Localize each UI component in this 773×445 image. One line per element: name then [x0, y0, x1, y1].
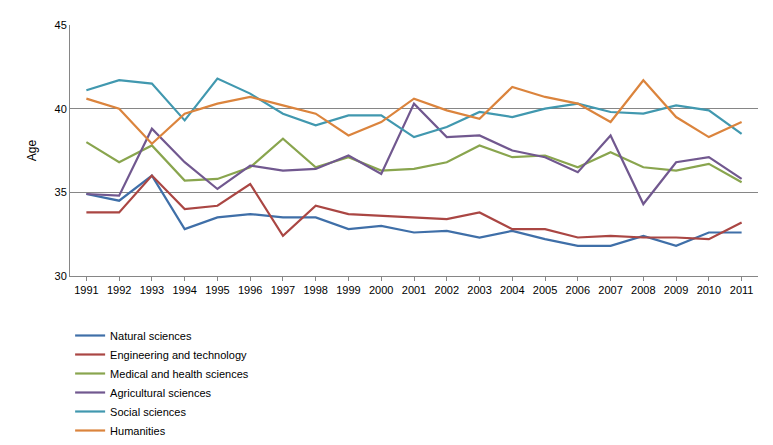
svg-text:1992: 1992 — [107, 284, 131, 296]
svg-text:Social sciences: Social sciences — [110, 406, 186, 418]
svg-text:2011: 2011 — [730, 284, 754, 296]
svg-text:2005: 2005 — [533, 284, 557, 296]
svg-text:2004: 2004 — [500, 284, 524, 296]
svg-text:2003: 2003 — [467, 284, 491, 296]
svg-text:30: 30 — [55, 270, 67, 282]
svg-text:2008: 2008 — [631, 284, 655, 296]
svg-text:40: 40 — [55, 103, 67, 115]
svg-text:2010: 2010 — [697, 284, 721, 296]
svg-text:2006: 2006 — [566, 284, 590, 296]
svg-text:1994: 1994 — [172, 284, 196, 296]
svg-text:1993: 1993 — [140, 284, 164, 296]
svg-text:Medical and health sciences: Medical and health sciences — [110, 368, 249, 380]
svg-text:Humanities: Humanities — [110, 425, 166, 437]
svg-text:Agricultural sciences: Agricultural sciences — [110, 387, 211, 399]
svg-text:1998: 1998 — [303, 284, 327, 296]
svg-text:2000: 2000 — [369, 284, 393, 296]
svg-text:1995: 1995 — [205, 284, 229, 296]
svg-text:45: 45 — [55, 19, 67, 31]
svg-text:1996: 1996 — [238, 284, 262, 296]
svg-text:2009: 2009 — [664, 284, 688, 296]
svg-text:2001: 2001 — [402, 284, 426, 296]
svg-text:1997: 1997 — [271, 284, 295, 296]
svg-text:Age: Age — [25, 140, 39, 162]
svg-text:1991: 1991 — [74, 284, 98, 296]
svg-text:2007: 2007 — [598, 284, 622, 296]
svg-text:Engineering and technology: Engineering and technology — [110, 349, 247, 361]
svg-text:Natural sciences: Natural sciences — [110, 330, 192, 342]
svg-text:35: 35 — [55, 186, 67, 198]
svg-text:1999: 1999 — [336, 284, 360, 296]
svg-text:2002: 2002 — [435, 284, 459, 296]
